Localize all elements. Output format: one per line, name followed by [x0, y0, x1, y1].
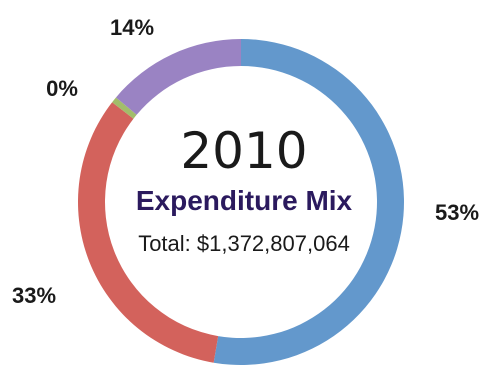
donut-slice-4: [115, 38, 241, 115]
donut-slice-2: [78, 102, 219, 363]
chart-year: 2010: [180, 122, 307, 180]
donut-slice-3: [112, 97, 137, 119]
donut-slices: [78, 38, 405, 366]
chart-total: Total: $1,372,807,064: [138, 231, 350, 256]
chart-title: Expenditure Mix: [136, 185, 353, 216]
slice-label-3: 0%: [46, 76, 78, 101]
donut-slice-1: [213, 39, 405, 366]
slice-label-2: 33%: [12, 283, 56, 308]
slice-label-4: 14%: [110, 15, 154, 40]
slice-label-1: 53%: [435, 200, 479, 225]
